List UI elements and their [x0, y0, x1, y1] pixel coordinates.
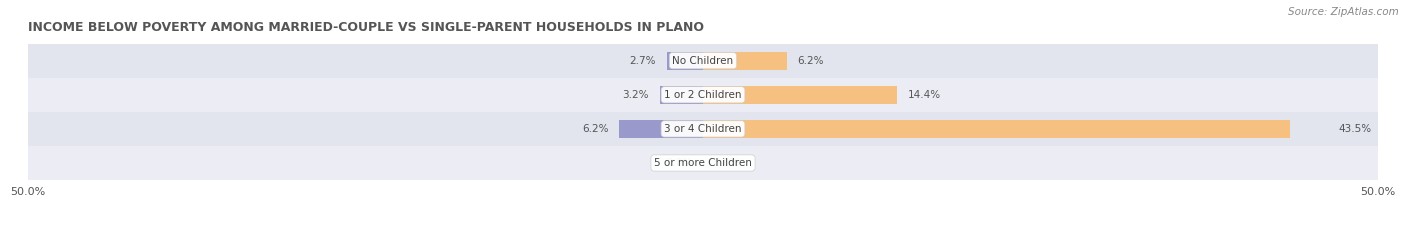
- Bar: [659, 86, 703, 104]
- Text: 43.5%: 43.5%: [1339, 124, 1371, 134]
- Text: 1 or 2 Children: 1 or 2 Children: [664, 90, 742, 100]
- Bar: [619, 120, 703, 138]
- Text: 6.2%: 6.2%: [582, 124, 609, 134]
- Bar: [703, 120, 1291, 138]
- Text: 6.2%: 6.2%: [797, 56, 824, 66]
- Text: No Children: No Children: [672, 56, 734, 66]
- Bar: [666, 52, 703, 70]
- Text: Source: ZipAtlas.com: Source: ZipAtlas.com: [1288, 7, 1399, 17]
- Bar: [703, 52, 787, 70]
- Text: 3.2%: 3.2%: [623, 90, 650, 100]
- Bar: [28, 44, 1378, 78]
- Text: 0.0%: 0.0%: [666, 158, 692, 168]
- Bar: [28, 112, 1378, 146]
- Text: 3 or 4 Children: 3 or 4 Children: [664, 124, 742, 134]
- Text: 2.7%: 2.7%: [630, 56, 655, 66]
- Text: INCOME BELOW POVERTY AMONG MARRIED-COUPLE VS SINGLE-PARENT HOUSEHOLDS IN PLANO: INCOME BELOW POVERTY AMONG MARRIED-COUPL…: [28, 21, 704, 34]
- Text: 5 or more Children: 5 or more Children: [654, 158, 752, 168]
- Text: 0.0%: 0.0%: [714, 158, 740, 168]
- Text: 14.4%: 14.4%: [908, 90, 941, 100]
- Bar: [28, 78, 1378, 112]
- Bar: [28, 146, 1378, 180]
- Bar: [703, 86, 897, 104]
